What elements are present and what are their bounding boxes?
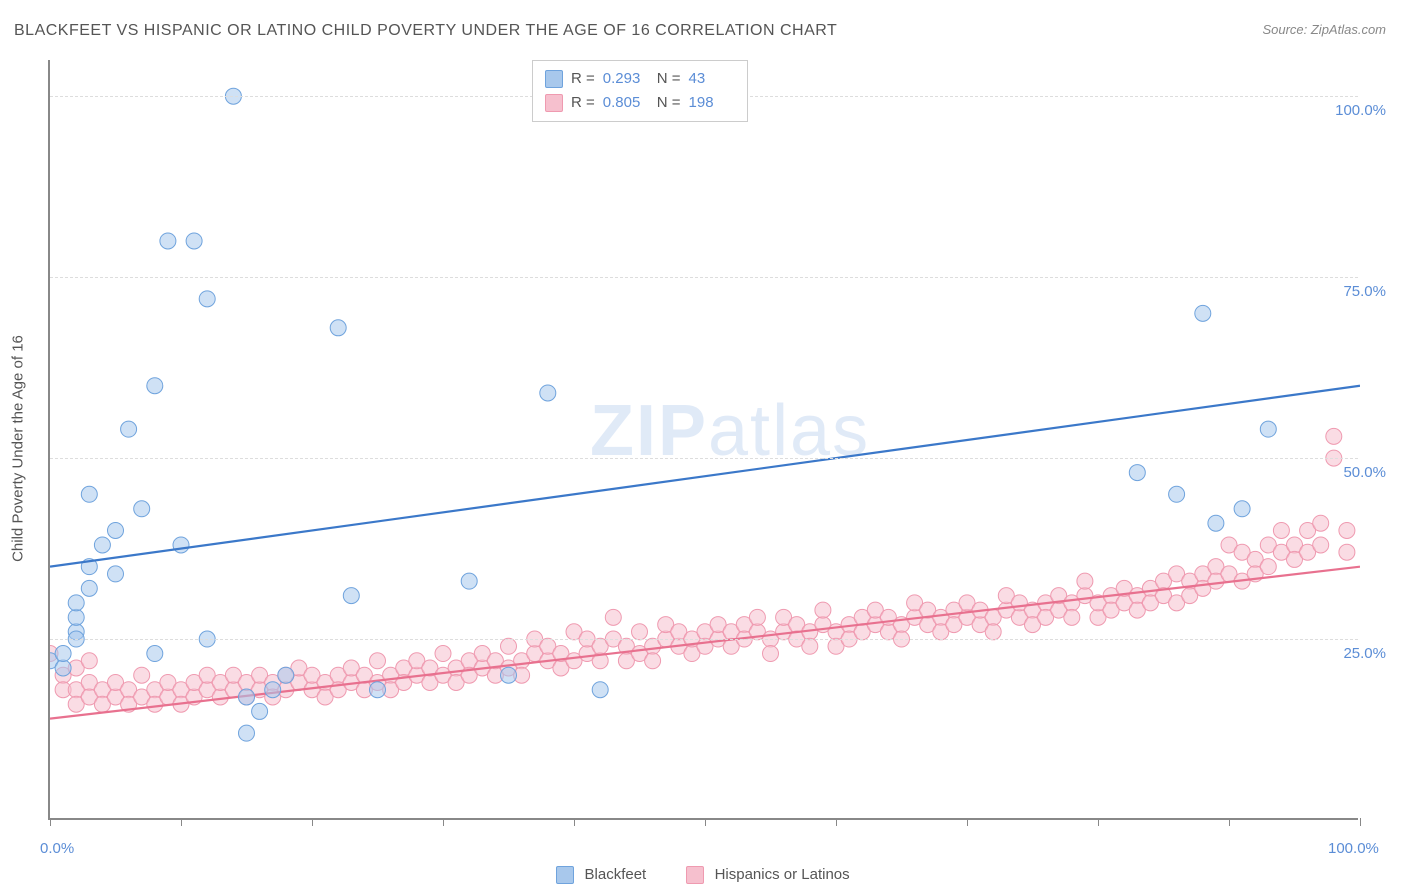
y-tick-label: 25.0% — [1343, 645, 1386, 662]
legend-label-hispanic: Hispanics or Latinos — [715, 866, 850, 883]
swatch-blackfeet — [545, 70, 563, 88]
chart-title: BLACKFEET VS HISPANIC OR LATINO CHILD PO… — [14, 22, 837, 40]
n-value-blackfeet: 43 — [689, 67, 735, 91]
r-label: R = — [571, 67, 595, 91]
bottom-legend: Blackfeet Hispanics or Latinos — [0, 866, 1406, 884]
n-value-hispanic: 198 — [689, 91, 735, 115]
legend-label-blackfeet: Blackfeet — [585, 866, 647, 883]
swatch-hispanic — [686, 866, 704, 884]
plot-area: ZIPatlas R = 0.293 N = 43 R = 0.805 N = … — [48, 60, 1358, 820]
swatch-hispanic — [545, 94, 563, 112]
scatter-svg — [50, 60, 1360, 820]
stats-legend-box: R = 0.293 N = 43 R = 0.805 N = 198 — [532, 60, 748, 122]
y-tick-label: 75.0% — [1343, 283, 1386, 300]
correlation-chart: BLACKFEET VS HISPANIC OR LATINO CHILD PO… — [0, 0, 1406, 892]
y-tick-label: 50.0% — [1343, 464, 1386, 481]
x-tick-label: 0.0% — [40, 840, 74, 857]
source-attribution: Source: ZipAtlas.com — [1262, 22, 1386, 37]
n-label: N = — [657, 67, 681, 91]
n-label: N = — [657, 91, 681, 115]
x-tick-label: 100.0% — [1328, 840, 1379, 857]
r-label: R = — [571, 91, 595, 115]
stats-row-hispanic: R = 0.805 N = 198 — [545, 91, 735, 115]
legend-item-blackfeet: Blackfeet — [556, 866, 646, 884]
y-axis-label: Child Poverty Under the Age of 16 — [10, 335, 27, 562]
legend-item-hispanic: Hispanics or Latinos — [686, 866, 849, 884]
swatch-blackfeet — [556, 866, 574, 884]
r-value-blackfeet: 0.293 — [603, 67, 649, 91]
y-tick-label: 100.0% — [1335, 102, 1386, 119]
stats-row-blackfeet: R = 0.293 N = 43 — [545, 67, 735, 91]
r-value-hispanic: 0.805 — [603, 91, 649, 115]
